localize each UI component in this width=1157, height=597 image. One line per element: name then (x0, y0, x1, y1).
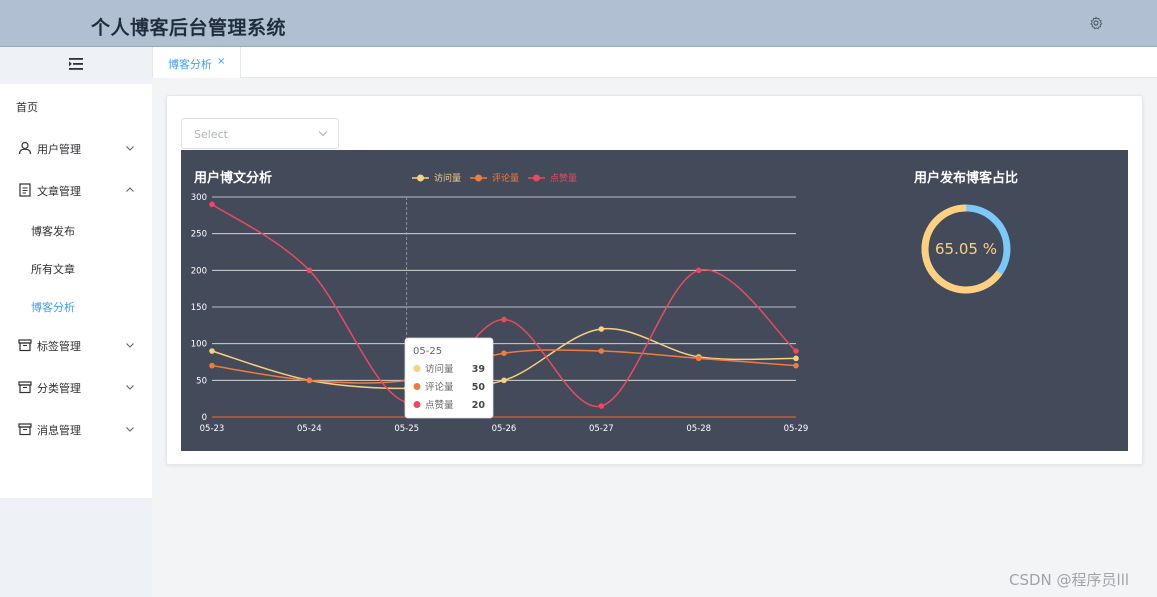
pie-title: 用户发布博客占比 (913, 170, 1018, 186)
x-tick-label: 05-28 (686, 424, 711, 434)
x-tick-label: 05-23 (200, 424, 225, 434)
y-tick-label: 100 (191, 340, 207, 350)
legend-marker (417, 174, 424, 182)
y-tick-label: 300 (191, 193, 207, 203)
tooltip-series-name: 评论量 (425, 381, 454, 393)
y-tick-label: 200 (191, 266, 207, 276)
tooltip-value: 39 (472, 364, 485, 375)
app-header: 个人博客后台管理系统 (0, 0, 1157, 47)
sidebar-item-label: 标签管理 (37, 340, 81, 353)
sidebar-item-label: 文章管理 (37, 185, 81, 198)
close-icon[interactable]: × (217, 56, 226, 67)
sidebar-item-label: 首页 (16, 101, 38, 114)
data-point (598, 348, 605, 354)
tooltip-marker (413, 383, 421, 390)
series-line (211, 203, 797, 407)
menu-fold-icon (69, 58, 83, 70)
chevron-up-icon (126, 187, 134, 192)
chart-title: 用户博文分析 (193, 170, 272, 186)
data-point (209, 348, 215, 354)
x-tick-label: 05-24 (297, 424, 322, 434)
document-icon (19, 183, 31, 197)
tab-label: 博客分析 (168, 58, 212, 71)
sidebar-item-label: 消息管理 (37, 424, 81, 437)
sidebar-item-all-articles[interactable]: 所有文章 (0, 249, 152, 287)
sidebar-item-label: 分类管理 (37, 382, 81, 395)
y-tick-label: 50 (196, 376, 207, 386)
data-point (793, 355, 799, 362)
sidebar-item-publish[interactable]: 博客发布 (0, 211, 152, 249)
pie-label: 65.05 % (935, 240, 997, 258)
sidebar-item-blog-analysis[interactable]: 博客分析 (0, 287, 152, 325)
select-placeholder: Select (194, 128, 228, 141)
data-point (598, 403, 605, 409)
data-point (695, 267, 702, 274)
tooltip-title: 05-25 (413, 346, 442, 357)
chevron-down-icon (318, 131, 328, 137)
chevron-down-icon (126, 146, 134, 151)
legend-marker (475, 174, 482, 182)
data-point (306, 267, 313, 274)
pie-slice-main (921, 204, 1011, 294)
x-tick-label: 05-25 (394, 424, 419, 434)
y-tick-label: 0 (202, 413, 207, 423)
sidebar-item-label: 所有文章 (31, 263, 75, 276)
box-icon (18, 339, 32, 352)
tab-blog-analysis[interactable]: 博客分析 × (152, 47, 241, 78)
box-icon (18, 423, 32, 436)
tooltip-series-name: 访问量 (425, 363, 454, 375)
sidebar-item-categories[interactable]: 分类管理 (0, 368, 152, 406)
sidebar-item-users[interactable]: 用户管理 (0, 129, 152, 167)
data-point (501, 377, 507, 384)
chevron-down-icon (126, 343, 134, 348)
x-tick-label: 05-26 (492, 424, 517, 434)
main-content: Select 用户博文分析 访问量 评论量 点赞量 0 50 100 150 200 250 300… (152, 78, 1157, 597)
analysis-card: Select 用户博文分析 访问量 评论量 点赞量 0 50 100 150 200 250 300… (166, 95, 1143, 465)
tooltip-value: 50 (472, 382, 486, 393)
legend-label: 评论量 (492, 172, 519, 184)
data-point (598, 326, 605, 332)
user-icon (18, 141, 32, 155)
legend-label: 访问量 (434, 172, 461, 184)
y-tick-label: 150 (191, 303, 207, 313)
y-tick-label: 250 (191, 230, 207, 240)
sidebar: 首页 用户管理 文章管理 博客发布 所有文章 (0, 47, 152, 597)
tab-bar: 博客分析 × (152, 47, 1157, 78)
chevron-down-icon (126, 385, 134, 390)
sidebar-collapse-button[interactable] (0, 47, 152, 84)
data-point (793, 362, 799, 369)
sidebar-item-label: 用户管理 (37, 143, 81, 156)
tooltip-box (404, 337, 494, 419)
sidebar-item-label: 博客分析 (31, 301, 75, 314)
tooltip-marker (413, 365, 421, 372)
x-tick-label: 05-29 (784, 424, 809, 434)
sidebar-item-label: 博客发布 (31, 225, 75, 238)
box-icon (18, 381, 32, 394)
sidebar-menu: 首页 用户管理 文章管理 博客发布 所有文章 (0, 84, 152, 498)
sidebar-item-articles[interactable]: 文章管理 (0, 171, 152, 209)
data-point (501, 350, 507, 356)
legend-marker (533, 174, 540, 182)
data-point (209, 201, 215, 208)
chevron-down-icon (126, 427, 134, 432)
data-point (793, 348, 799, 354)
chart-panel: 用户博文分析 访问量 评论量 点赞量 0 50 100 150 200 250 300 05-23 05… (181, 150, 1128, 451)
tooltip-marker (413, 401, 421, 408)
sidebar-item-messages[interactable]: 消息管理 (0, 410, 152, 448)
data-point (695, 355, 702, 362)
gear-icon[interactable] (1089, 16, 1103, 30)
sidebar-item-tags[interactable]: 标签管理 (0, 326, 152, 364)
data-point (306, 377, 313, 384)
sidebar-item-home[interactable]: 首页 (0, 87, 152, 125)
data-point (501, 316, 507, 323)
tooltip-series-name: 点赞量 (425, 399, 454, 411)
x-tick-label: 05-27 (589, 424, 614, 434)
data-point (209, 362, 215, 369)
legend-label: 点赞量 (550, 172, 577, 184)
watermark: CSDN @程序员lll (1009, 571, 1130, 589)
app-title: 个人博客后台管理系统 (91, 17, 287, 39)
filter-select[interactable]: Select (181, 118, 339, 149)
tooltip-value: 20 (472, 400, 486, 411)
